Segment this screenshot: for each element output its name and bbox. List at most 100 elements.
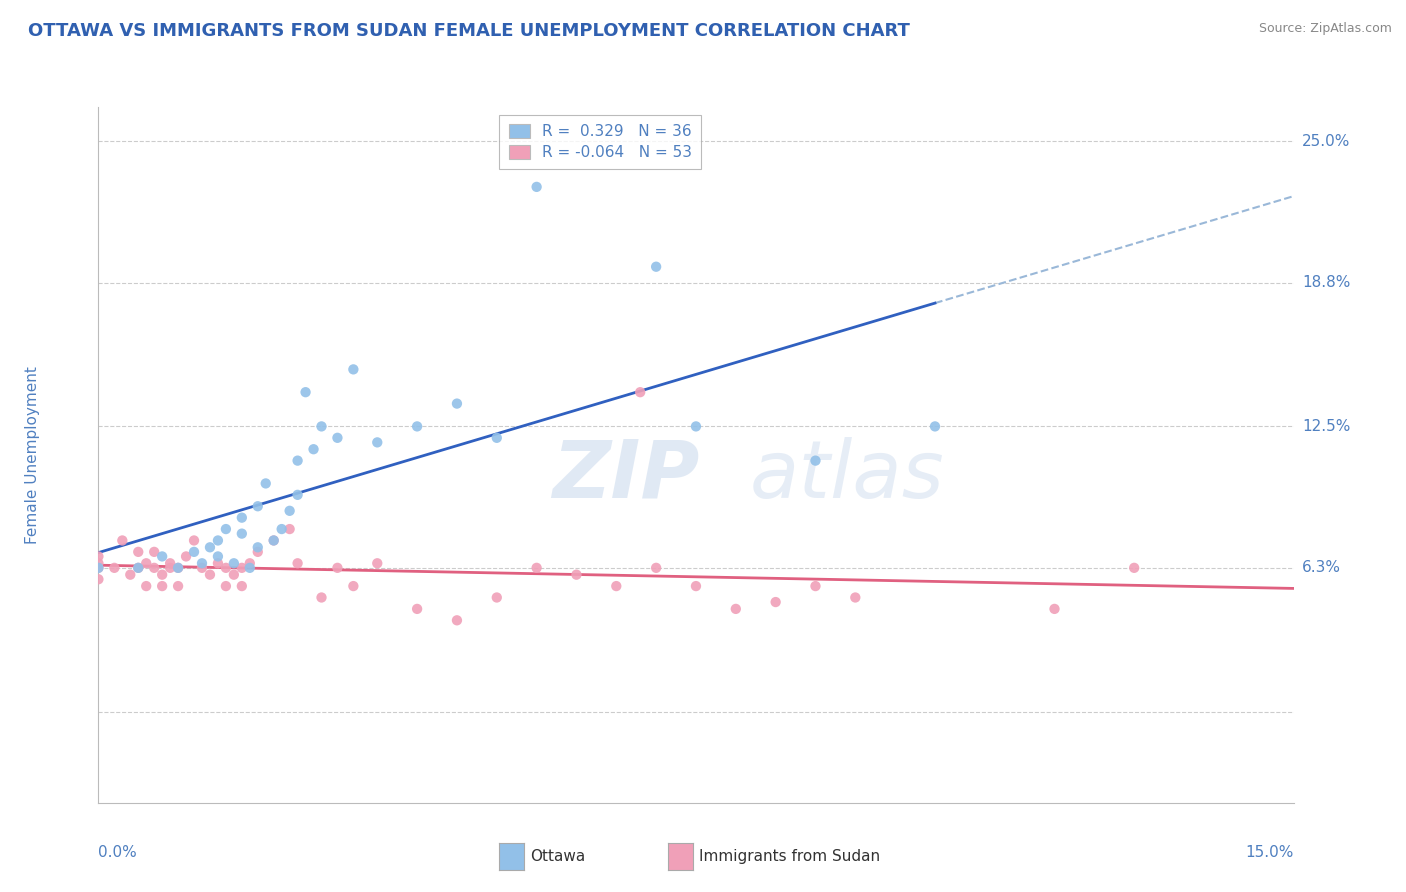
Point bbox=[127, 561, 149, 575]
Text: Source: ZipAtlas.com: Source: ZipAtlas.com bbox=[1258, 22, 1392, 36]
Point bbox=[342, 362, 364, 376]
Point bbox=[311, 419, 333, 434]
Point bbox=[294, 385, 316, 400]
Text: Female Unemployment: Female Unemployment bbox=[25, 366, 41, 544]
Point bbox=[302, 442, 325, 457]
Point bbox=[1043, 602, 1066, 616]
Point bbox=[485, 431, 508, 445]
Point bbox=[246, 541, 269, 555]
Point bbox=[120, 567, 142, 582]
Point bbox=[278, 522, 301, 536]
Point bbox=[406, 419, 429, 434]
Text: 0.0%: 0.0% bbox=[98, 845, 138, 860]
Point bbox=[270, 522, 292, 536]
Point bbox=[167, 561, 190, 575]
Point bbox=[287, 556, 309, 570]
Point bbox=[231, 526, 253, 541]
Point bbox=[222, 556, 245, 570]
Point bbox=[628, 385, 651, 400]
Point bbox=[127, 561, 149, 575]
Point bbox=[174, 549, 197, 564]
Point bbox=[215, 579, 238, 593]
Point bbox=[366, 556, 388, 570]
Point bbox=[287, 488, 309, 502]
Point bbox=[326, 431, 349, 445]
Point bbox=[342, 579, 364, 593]
Point bbox=[924, 419, 946, 434]
Point bbox=[198, 567, 221, 582]
Point bbox=[150, 579, 173, 593]
Point bbox=[183, 545, 205, 559]
Point bbox=[724, 602, 747, 616]
Point bbox=[143, 561, 166, 575]
Text: 25.0%: 25.0% bbox=[1302, 134, 1350, 149]
Point bbox=[278, 504, 301, 518]
Point bbox=[231, 510, 253, 524]
Point bbox=[191, 556, 214, 570]
Point bbox=[263, 533, 285, 548]
Point bbox=[167, 579, 190, 593]
Point bbox=[765, 595, 787, 609]
Point bbox=[159, 561, 181, 575]
Point bbox=[191, 561, 214, 575]
Point bbox=[645, 561, 668, 575]
Point bbox=[222, 567, 245, 582]
Point bbox=[103, 561, 125, 575]
Point bbox=[263, 533, 285, 548]
Point bbox=[159, 556, 181, 570]
Point bbox=[231, 561, 253, 575]
Point bbox=[183, 533, 205, 548]
Text: 18.8%: 18.8% bbox=[1302, 276, 1350, 290]
Point bbox=[87, 556, 110, 570]
Point bbox=[311, 591, 333, 605]
Point bbox=[215, 561, 238, 575]
Point bbox=[366, 435, 388, 450]
Text: Ottawa: Ottawa bbox=[530, 849, 585, 863]
Point bbox=[685, 579, 707, 593]
Point bbox=[685, 419, 707, 434]
Point bbox=[239, 556, 262, 570]
Point bbox=[446, 396, 468, 410]
Point bbox=[207, 549, 229, 564]
Point bbox=[526, 180, 548, 194]
Point bbox=[150, 549, 173, 564]
Text: 6.3%: 6.3% bbox=[1302, 560, 1341, 575]
Point bbox=[87, 549, 110, 564]
Point bbox=[565, 567, 588, 582]
Point bbox=[326, 561, 349, 575]
Point bbox=[215, 522, 238, 536]
Point bbox=[645, 260, 668, 274]
Point bbox=[87, 561, 110, 575]
Point bbox=[143, 545, 166, 559]
Point bbox=[167, 561, 190, 575]
Point bbox=[207, 533, 229, 548]
Text: atlas: atlas bbox=[749, 437, 945, 515]
Point bbox=[254, 476, 277, 491]
Text: 12.5%: 12.5% bbox=[1302, 419, 1350, 434]
Point bbox=[804, 579, 827, 593]
Text: Immigrants from Sudan: Immigrants from Sudan bbox=[699, 849, 880, 863]
Point bbox=[87, 561, 110, 575]
Point bbox=[246, 545, 269, 559]
Point bbox=[485, 591, 508, 605]
Text: OTTAWA VS IMMIGRANTS FROM SUDAN FEMALE UNEMPLOYMENT CORRELATION CHART: OTTAWA VS IMMIGRANTS FROM SUDAN FEMALE U… bbox=[28, 22, 910, 40]
Point bbox=[198, 541, 221, 555]
Point bbox=[605, 579, 627, 593]
Point bbox=[246, 500, 269, 514]
Point bbox=[287, 453, 309, 467]
Point bbox=[406, 602, 429, 616]
Text: ZIP: ZIP bbox=[553, 437, 700, 515]
Point bbox=[526, 561, 548, 575]
Point bbox=[804, 453, 827, 467]
Point bbox=[150, 567, 173, 582]
Point bbox=[239, 561, 262, 575]
Point bbox=[135, 579, 157, 593]
Point bbox=[111, 533, 134, 548]
Point bbox=[135, 556, 157, 570]
Point bbox=[1123, 561, 1146, 575]
Point bbox=[127, 545, 149, 559]
Point bbox=[446, 613, 468, 627]
Point bbox=[844, 591, 866, 605]
Point bbox=[207, 556, 229, 570]
Legend: R =  0.329   N = 36, R = -0.064   N = 53: R = 0.329 N = 36, R = -0.064 N = 53 bbox=[499, 115, 702, 169]
